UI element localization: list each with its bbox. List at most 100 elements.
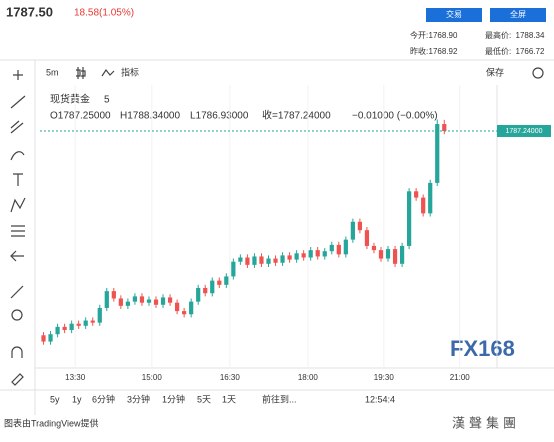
- candle-body: [435, 124, 440, 183]
- ohlc-value: 收=1787.24000: [262, 109, 331, 122]
- ohlc: O1787.25000 H1788.34000 L1786.93000 收=1787.…: [50, 109, 438, 122]
- stat: 最低价:: [485, 46, 511, 56]
- candle-body: [189, 301, 194, 315]
- chart-type-icon[interactable]: [76, 67, 86, 79]
- candle-body: [238, 257, 243, 262]
- candle-body: [231, 261, 236, 277]
- candle-body: [196, 287, 201, 302]
- candle-body: [83, 320, 88, 326]
- candle-body: [414, 191, 419, 198]
- stat: 1768.92: [429, 47, 458, 56]
- range-button[interactable]: 6分钟: [92, 393, 115, 404]
- last-price-tag: [497, 124, 551, 137]
- candle-body: [371, 245, 377, 251]
- x-tick-label: 16:30: [220, 373, 241, 382]
- candle-body: [132, 296, 138, 302]
- stat: 昨收:: [410, 46, 428, 56]
- ohlc-value: H1788.34000: [120, 111, 180, 122]
- candle-body: [392, 249, 398, 264]
- goto: 前往到...: [262, 393, 297, 404]
- candle-body: [407, 191, 412, 246]
- stat: 1768.90: [429, 31, 458, 40]
- candle-body: [224, 276, 229, 285]
- candle-body: [125, 301, 130, 306]
- candle-body: [76, 323, 81, 326]
- x-tick-label: 13:30: [65, 373, 86, 382]
- interval[interactable]: 5m: [46, 67, 59, 77]
- fullscreen-label[interactable]: 全屏: [510, 9, 526, 19]
- candle-body: [182, 311, 187, 315]
- bottom-bar: 5y 1y 6分钟 3分钟 1分钟 5天 1天 前往到... 12:54:4: [50, 393, 395, 404]
- candle-body: [174, 302, 180, 312]
- candle-body: [111, 291, 116, 299]
- indicators[interactable]: 指标: [121, 66, 139, 77]
- ohlc-value: L1786.93000: [190, 111, 249, 122]
- candle-body: [322, 251, 327, 257]
- price: 1787.50: [6, 4, 53, 19]
- x-tick-label: 19:30: [374, 373, 395, 382]
- trade-button[interactable]: [426, 8, 482, 22]
- last-price-label: 1787.24000: [506, 128, 543, 135]
- candle-body: [308, 250, 313, 258]
- candle-body: [139, 296, 145, 303]
- candle-body: [41, 335, 46, 342]
- x-tick-label: 15:00: [142, 373, 163, 382]
- candle-body: [62, 326, 67, 331]
- trade-label[interactable]: 交易: [446, 9, 462, 19]
- settings-icon[interactable]: [532, 67, 544, 79]
- fullscreen-button[interactable]: [490, 8, 546, 22]
- candle-body: [217, 280, 222, 285]
- candle-body: [287, 255, 292, 260]
- stat: 今开:: [410, 30, 428, 40]
- candle-body: [146, 299, 152, 303]
- candle-body: [294, 253, 299, 260]
- candle-body: [210, 280, 215, 294]
- save[interactable]: 保存: [486, 66, 504, 77]
- candle-body: [442, 124, 447, 131]
- candle-body: [245, 257, 250, 265]
- candle-body: [350, 221, 355, 240]
- candle-body: [203, 287, 208, 294]
- candle-body: [259, 256, 264, 264]
- candle-body: [90, 320, 95, 323]
- candle-body: [364, 230, 370, 246]
- candle-body: [315, 250, 320, 257]
- candle-body: [104, 291, 109, 308]
- candle-body: [118, 298, 123, 306]
- drawing-tools[interactable]: [10, 70, 26, 386]
- candle-body: [55, 326, 60, 335]
- stat: 最高价:: [485, 30, 511, 40]
- candle-body: [336, 244, 341, 255]
- legend-interval: 5: [104, 95, 110, 106]
- range-button[interactable]: 1分钟: [162, 393, 185, 404]
- range-button[interactable]: 5y: [50, 394, 60, 404]
- candle-body: [280, 255, 285, 263]
- candle-body: [301, 253, 306, 258]
- ohlc-value: O1787.25000: [50, 111, 111, 122]
- indicator-icon[interactable]: [101, 68, 115, 77]
- ohlc-value: −0.01000 (−0.00%): [352, 111, 438, 122]
- candle-body: [160, 297, 166, 305]
- range-button[interactable]: 3分钟: [127, 393, 150, 404]
- candle-body: [399, 245, 405, 264]
- candle-body: [266, 258, 271, 264]
- footer: 图表由TradingView提供: [4, 417, 99, 428]
- watermark-brand: 漢聲集團: [452, 415, 520, 430]
- range-button[interactable]: 1y: [72, 394, 82, 404]
- range-button[interactable]: 1天: [222, 394, 236, 404]
- symbol: 现货黄金: [50, 93, 90, 106]
- candle-body: [273, 258, 278, 263]
- candle-body: [343, 239, 348, 255]
- candle-body: [48, 334, 53, 342]
- clock: 12:54:4: [365, 394, 395, 404]
- x-tick-label: 18:00: [298, 373, 319, 382]
- candle-body: [378, 250, 384, 259]
- stat: 1766.72: [516, 47, 545, 56]
- candle-body: [385, 249, 391, 259]
- x-tick-label: 21:00: [450, 373, 471, 382]
- candle-body: [428, 182, 433, 214]
- range-button[interactable]: 5天: [197, 394, 211, 404]
- candle-body: [153, 299, 159, 305]
- stat: 1788.34: [516, 31, 545, 40]
